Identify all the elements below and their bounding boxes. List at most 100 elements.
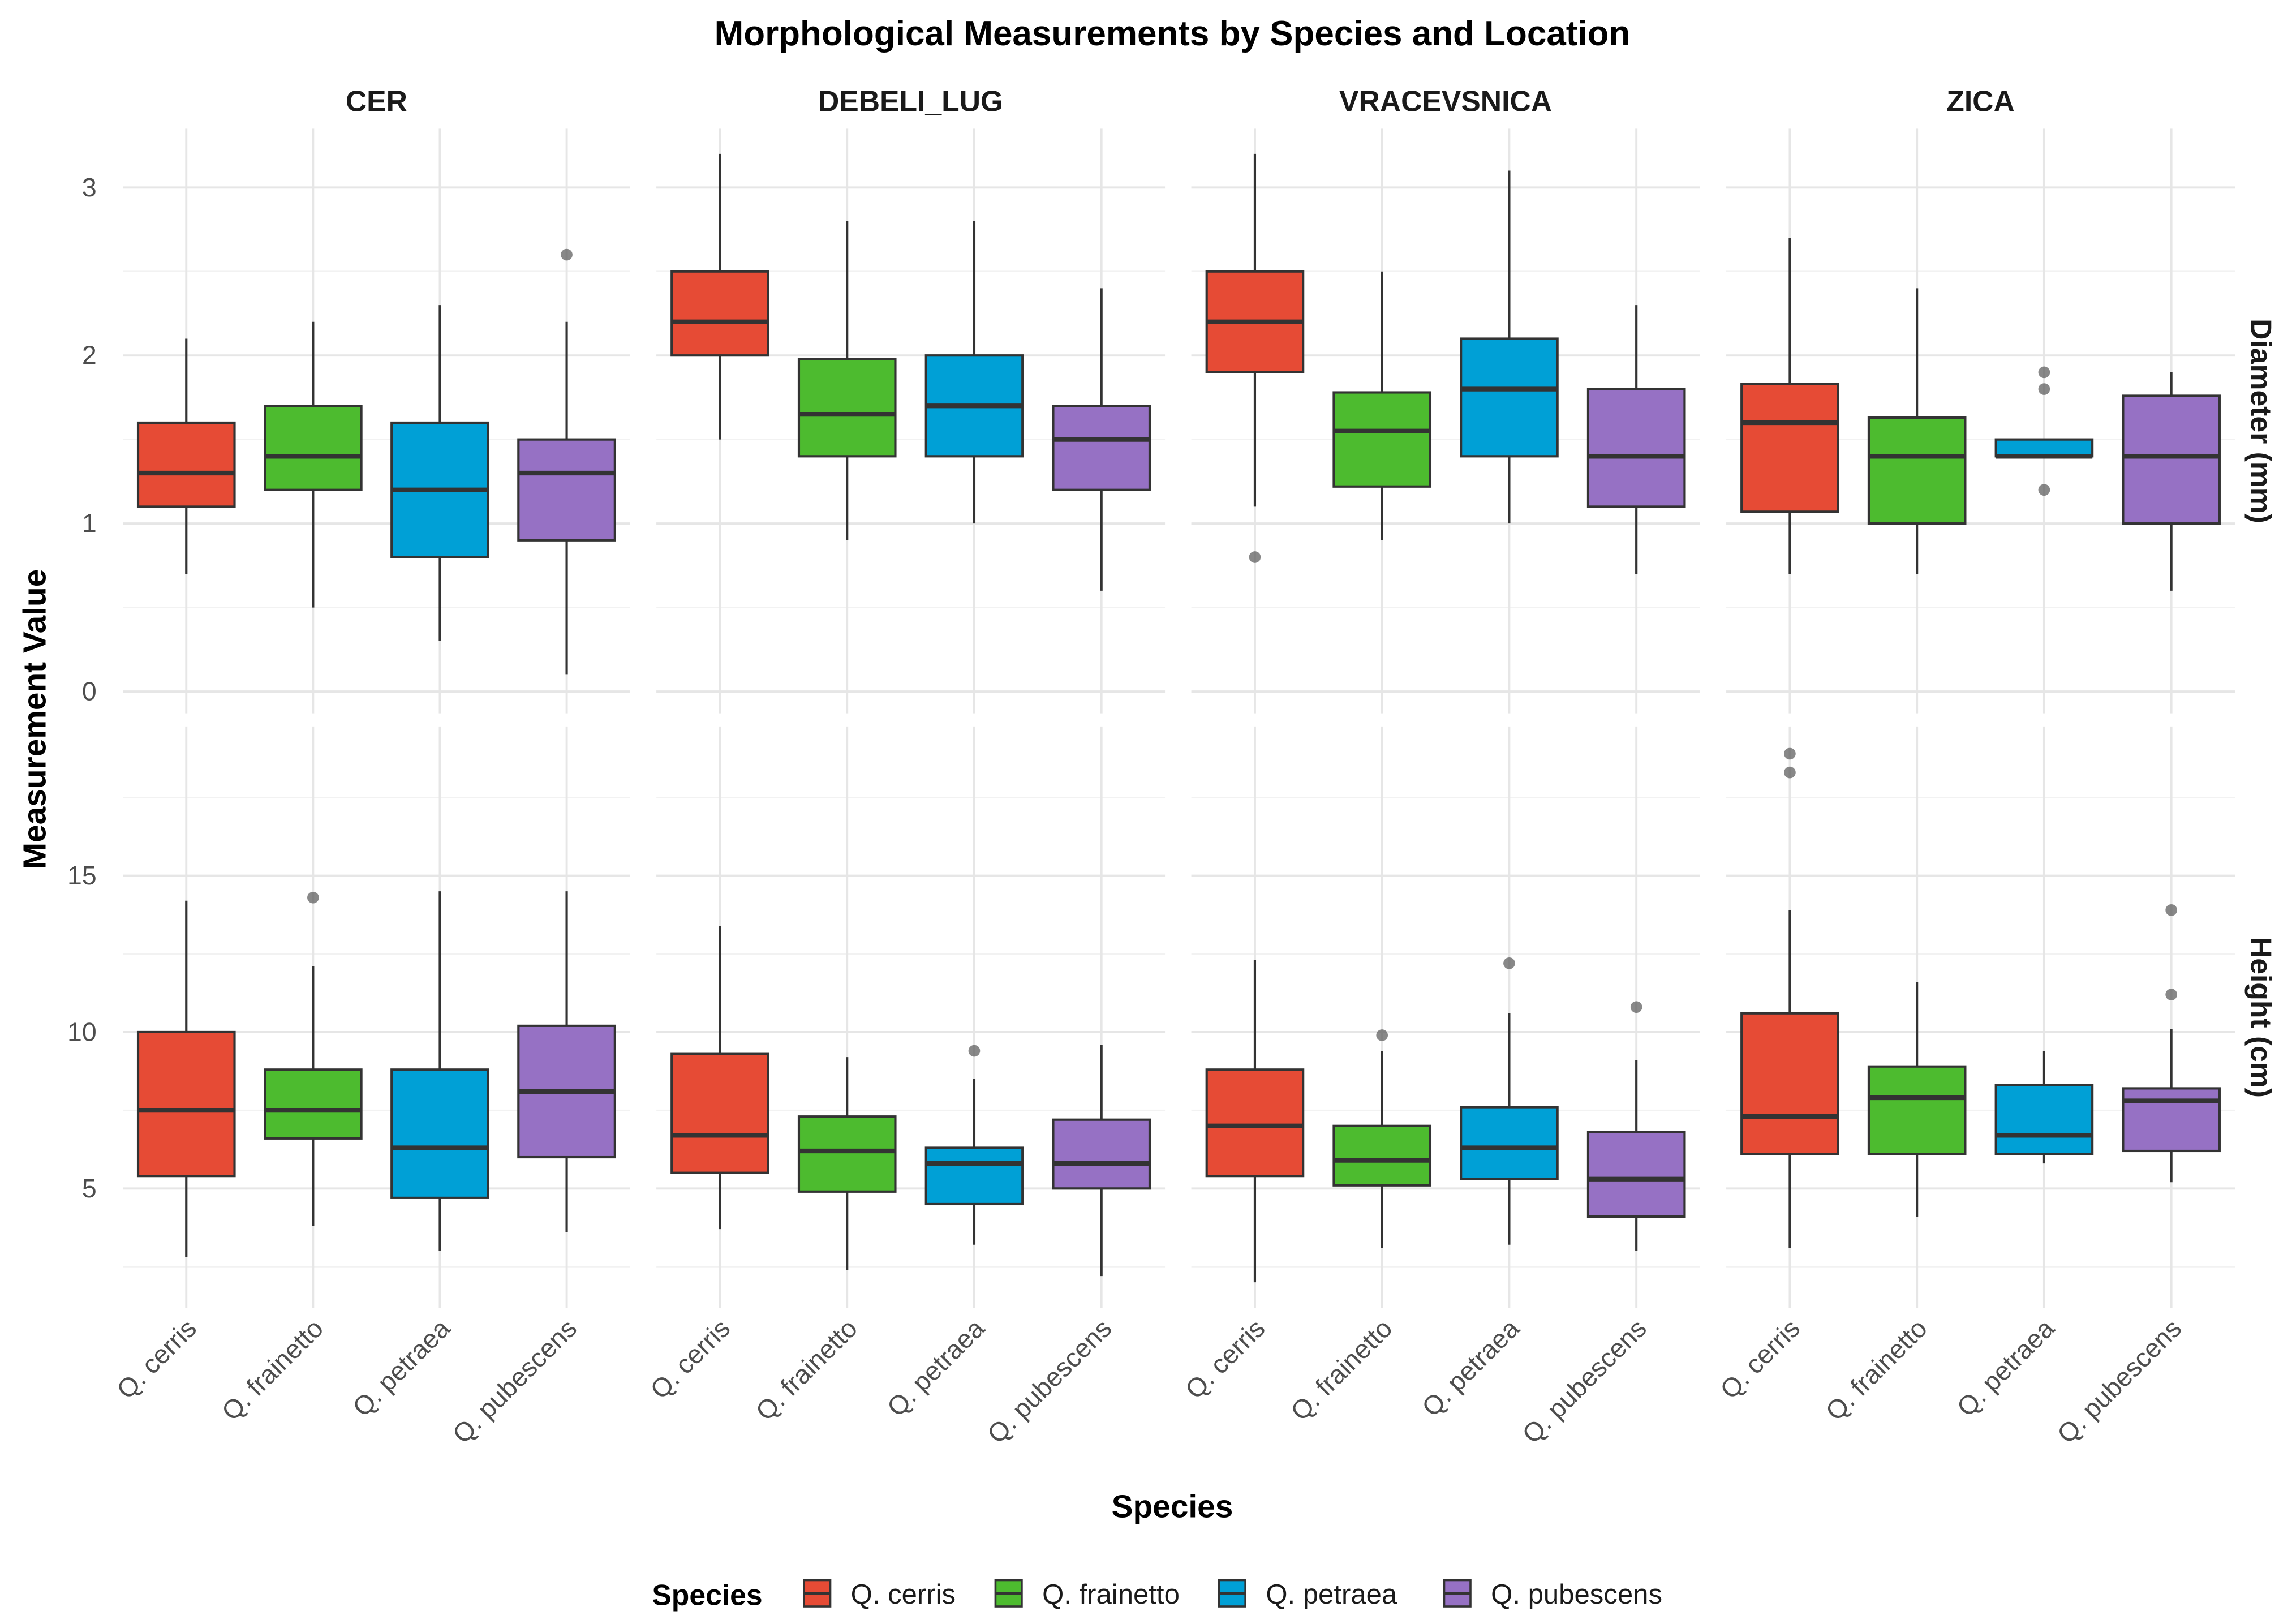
- y-tick-label: 15: [67, 861, 97, 890]
- box-q-frainetto: [797, 221, 897, 540]
- legend: Species Q. cerris Q. frainetto Q. petraea Q…: [652, 1578, 1662, 1611]
- facet-strip-height: Height (cm): [2244, 937, 2277, 1098]
- x-tick-label: Q. petraea: [1416, 1313, 1525, 1422]
- box-q-cerris: [1205, 153, 1305, 563]
- legend-label: Q. petraea: [1266, 1579, 1397, 1610]
- outlier-point: [561, 248, 573, 261]
- y-tick-label: 1: [82, 509, 97, 538]
- box-q-cerris: [1740, 238, 1839, 574]
- box: [797, 358, 897, 458]
- box: [1205, 1068, 1305, 1178]
- y-tick-label: 0: [82, 677, 97, 706]
- box-q-frainetto: [1867, 288, 1967, 574]
- legend-title: Species: [652, 1578, 762, 1611]
- box-q-petraea: [924, 1045, 1024, 1245]
- x-tick-label: Q. pubescens: [1516, 1313, 1652, 1449]
- outlier-point: [1376, 1029, 1388, 1041]
- x-axis-title: Species: [1112, 1489, 1233, 1524]
- outlier-point: [2165, 989, 2177, 1000]
- box: [1867, 1065, 1967, 1155]
- box-q-pubescens: [2122, 904, 2221, 1183]
- legend-item-q-petraea: Q. petraea: [1218, 1579, 1397, 1610]
- box: [390, 1068, 489, 1199]
- facet-panel-zica-0: [1726, 128, 2235, 714]
- facet-panel-vracevsnica-1: [1191, 726, 1700, 1309]
- facet-panel-cer-1: [123, 726, 630, 1309]
- box-q-cerris: [136, 338, 236, 574]
- x-tick-label: Q. cerris: [644, 1313, 736, 1404]
- facet-strip-vracevsnica: VRACEVSNICA: [1339, 84, 1552, 117]
- box-q-pubescens: [517, 248, 616, 675]
- outlier-point: [1503, 957, 1515, 969]
- box-q-pubescens: [1586, 305, 1686, 574]
- facet-panel-debeli_lug-1: [656, 726, 1166, 1309]
- x-tick-label: Q. cerris: [1714, 1313, 1805, 1404]
- x-tick-label: Q. cerris: [111, 1313, 202, 1404]
- box: [1332, 1124, 1432, 1187]
- y-tick-label: 3: [82, 173, 97, 202]
- box: [264, 1068, 363, 1140]
- box-q-petraea: [1994, 1051, 2094, 1164]
- chart-title: Morphological Measurements by Species an…: [715, 14, 1631, 53]
- facet-panel-cer-0: [123, 128, 630, 714]
- box-q-petraea: [924, 221, 1024, 524]
- facet-panel-debeli_lug-0: [656, 128, 1166, 714]
- box: [1994, 1084, 2094, 1155]
- box: [1994, 438, 2094, 458]
- box-q-petraea: [1994, 366, 2094, 496]
- box-q-petraea: [1460, 957, 1559, 1245]
- box-q-pubescens: [2122, 372, 2221, 591]
- box-q-petraea: [390, 305, 489, 641]
- legend-item-q-cerris: Q. cerris: [803, 1579, 956, 1610]
- box: [670, 270, 769, 357]
- outlier-point: [1784, 747, 1796, 760]
- outlier-point: [2165, 904, 2177, 916]
- box: [2122, 1087, 2221, 1153]
- outlier-point: [1630, 1001, 1642, 1013]
- box-q-petraea: [1460, 170, 1559, 524]
- legend-label: Q. frainetto: [1042, 1579, 1180, 1610]
- outlier-point: [2038, 484, 2050, 496]
- y-tick-label: 5: [82, 1174, 97, 1203]
- x-tick-label: Q. petraea: [347, 1313, 455, 1422]
- box-q-frainetto: [797, 1057, 897, 1270]
- box: [1052, 405, 1151, 491]
- box-q-petraea: [390, 891, 489, 1251]
- box: [1586, 1131, 1686, 1218]
- legend-label: Q. cerris: [851, 1579, 956, 1610]
- y-axis-title: Measurement Value: [17, 569, 53, 870]
- legend-item-q-frainetto: Q. frainetto: [994, 1579, 1180, 1610]
- box: [797, 1115, 897, 1193]
- outlier-point: [2038, 383, 2050, 395]
- box: [1740, 383, 1839, 513]
- x-tick-label: Q. cerris: [1180, 1313, 1271, 1404]
- facet-panel-vracevsnica-0: [1191, 128, 1700, 714]
- box: [670, 1052, 769, 1174]
- y-tick-label: 10: [67, 1017, 97, 1046]
- box: [1740, 1012, 1839, 1155]
- x-tick-label: Q. frainetto: [216, 1313, 329, 1426]
- box: [1460, 337, 1559, 458]
- facet-strip-zica: ZICA: [1946, 84, 2015, 117]
- box-q-pubescens: [1052, 288, 1151, 591]
- box: [1052, 1118, 1151, 1190]
- box-q-frainetto: [1332, 1029, 1432, 1248]
- box: [1867, 416, 1967, 525]
- x-tick-label: Q. frainetto: [1285, 1313, 1397, 1426]
- box-q-frainetto: [1332, 271, 1432, 540]
- facet-strip-debeli_lug: DEBELI_LUG: [818, 84, 1003, 117]
- x-tick-label: Q. pubescens: [447, 1313, 583, 1449]
- x-tick-label: Q. pubescens: [2052, 1313, 2187, 1449]
- facet-panels: CER DEBELI_LUG VRACEVSNICA ZICA 0 1 2 3 Diameter…: [67, 84, 2277, 1449]
- box-q-pubescens: [1052, 1045, 1151, 1277]
- facet-strip-diameter: Diameter (mm): [2244, 319, 2277, 523]
- box: [264, 405, 363, 491]
- x-tick-label: Q. petraea: [881, 1313, 990, 1422]
- x-tick-label: Q. pubescens: [982, 1313, 1117, 1449]
- box-q-cerris: [1205, 960, 1305, 1283]
- x-tick-label: Q. frainetto: [750, 1313, 863, 1426]
- box-q-frainetto: [1867, 982, 1967, 1217]
- box-q-cerris: [670, 153, 769, 440]
- box: [517, 438, 616, 542]
